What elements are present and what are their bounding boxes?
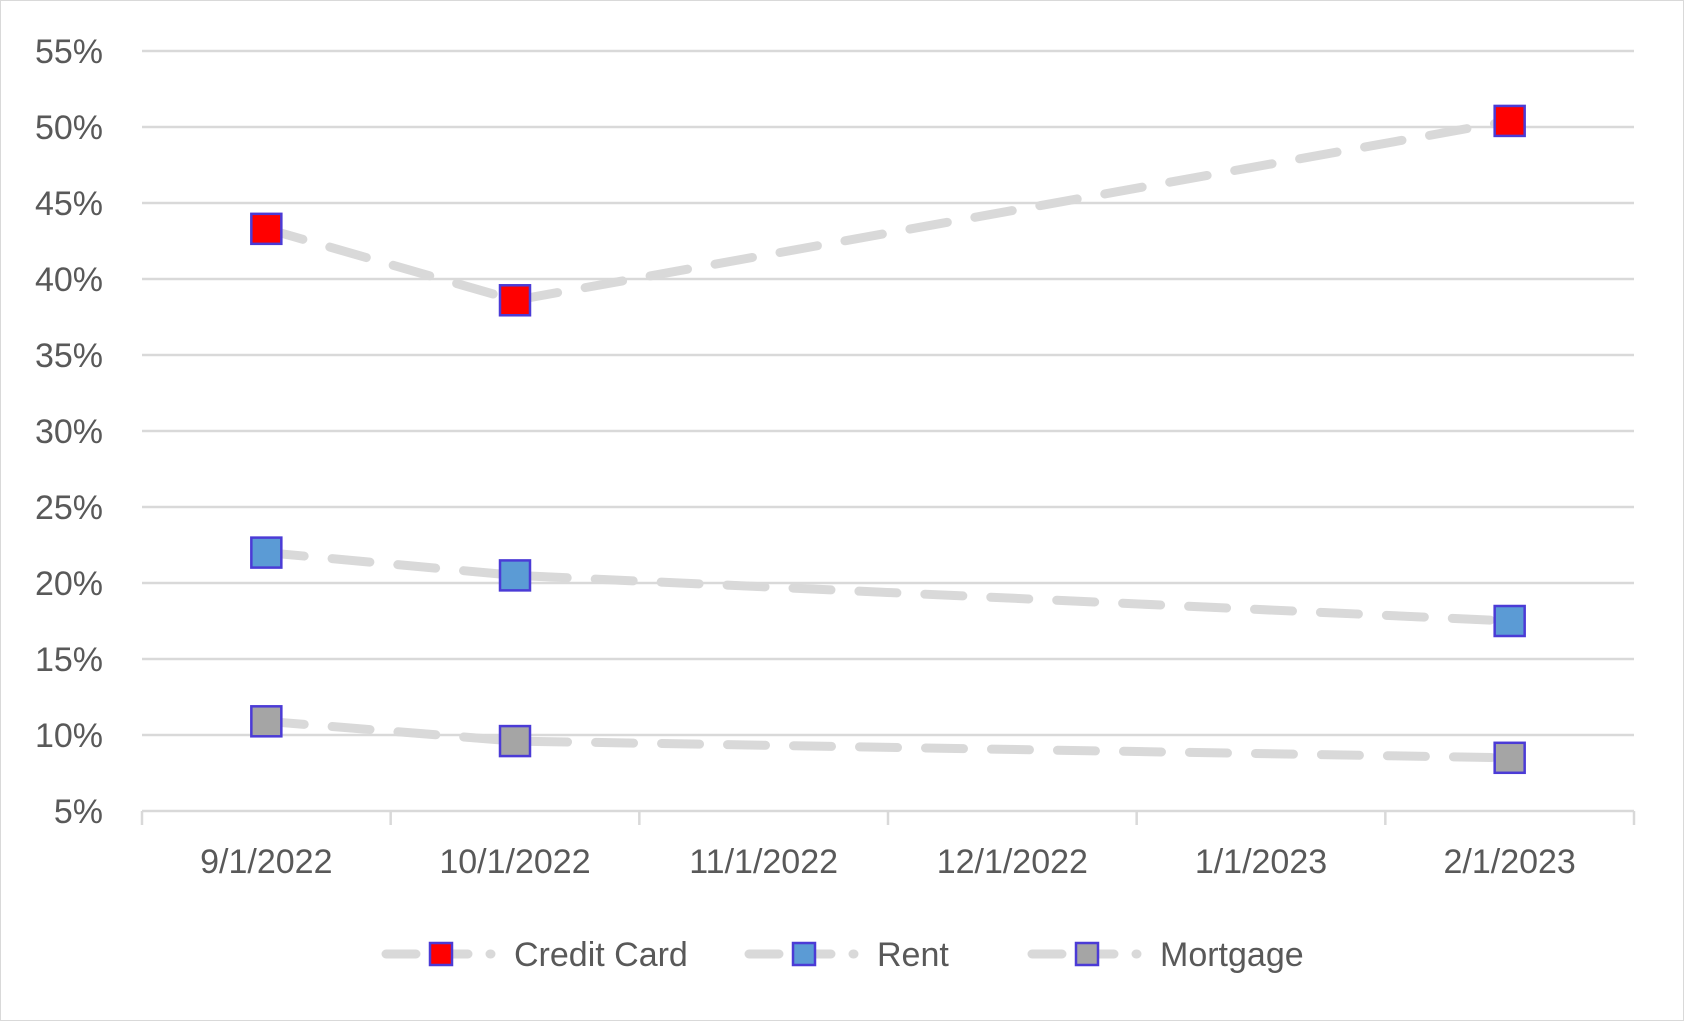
data-point-marker — [250, 705, 283, 738]
data-point-marker — [1493, 741, 1526, 775]
series-line-rent — [261, 548, 1515, 626]
data-point-marker — [498, 724, 532, 758]
gridlines — [142, 49, 1634, 737]
series-markers — [250, 104, 1526, 775]
y-tick-label: 25% — [35, 489, 103, 527]
x-tick-label: 12/1/2022 — [937, 843, 1088, 881]
series-line-mortgage — [261, 716, 1515, 763]
data-point-marker — [498, 284, 532, 317]
legend-label: Rent — [877, 936, 949, 974]
data-point-marker — [1493, 604, 1526, 638]
y-tick-label: 5% — [54, 793, 103, 831]
legend-marker — [428, 941, 454, 967]
x-tick-labels: 9/1/2022 10/1/2022 11/1/2022 12/1/2022 1/1/2… — [200, 843, 1576, 881]
data-point-marker — [498, 559, 532, 592]
y-tick-label: 55% — [35, 33, 103, 71]
y-tick-label: 15% — [35, 641, 103, 679]
x-tick-label: 10/1/2022 — [439, 843, 590, 881]
y-tick-label: 30% — [35, 413, 103, 451]
y-tick-label: 40% — [35, 261, 103, 299]
x-tick-label: 1/1/2023 — [1195, 843, 1327, 881]
y-tick-labels: 5% 10% 15% 20% 25% 30% 35% 40% 45% 50% 55% — [35, 33, 103, 831]
legend-label: Credit Card — [514, 936, 688, 974]
x-tick-label: 2/1/2023 — [1443, 843, 1575, 881]
x-tick-label: 11/1/2022 — [689, 843, 838, 881]
legend-marker — [791, 941, 817, 967]
data-point-marker — [1493, 104, 1526, 138]
x-axis — [140, 809, 1636, 825]
y-tick-label: 50% — [35, 109, 103, 147]
y-tick-label: 20% — [35, 565, 103, 603]
legend-marker — [1074, 941, 1100, 967]
y-tick-label: 10% — [35, 717, 103, 755]
y-tick-label: 35% — [35, 337, 103, 375]
legend-label: Mortgage — [1160, 936, 1304, 974]
series-lines — [261, 116, 1515, 763]
series-line-credit-card — [261, 116, 1515, 305]
data-point-marker — [250, 536, 283, 569]
data-point-marker — [250, 212, 283, 246]
legend: Credit Card Rent Mortgage — [381, 936, 1304, 974]
x-tick-label: 9/1/2022 — [200, 843, 332, 881]
y-tick-label: 45% — [35, 185, 103, 223]
